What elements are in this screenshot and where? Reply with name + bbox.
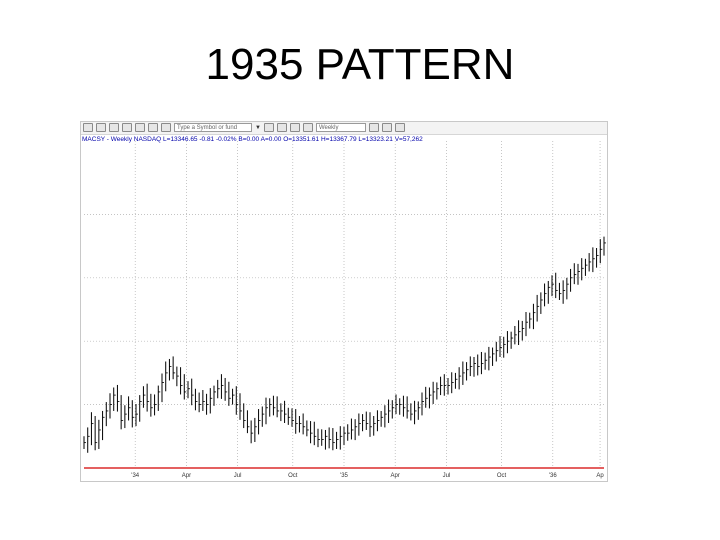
x-tick-label: '34 bbox=[131, 473, 139, 479]
x-tick-label: '35 bbox=[340, 473, 348, 479]
chart-border bbox=[80, 121, 608, 482]
period-select[interactable]: Weekly bbox=[315, 123, 366, 132]
x-tick-label: Apr bbox=[182, 473, 191, 479]
x-tick-label: Jul bbox=[443, 473, 451, 479]
refresh-icon[interactable] bbox=[302, 123, 313, 132]
open-icon[interactable] bbox=[83, 123, 93, 132]
x-tick-label: Oct bbox=[288, 473, 298, 479]
paste-icon[interactable] bbox=[135, 123, 145, 132]
settings-icon[interactable] bbox=[368, 123, 379, 132]
x-tick-label: Apr bbox=[391, 473, 400, 479]
print-icon[interactable] bbox=[109, 123, 119, 132]
price-chart[interactable]: '34 Apr Jul Oct '35 Apr Jul Oct '36 Ap bbox=[80, 121, 608, 482]
draw-icon[interactable] bbox=[289, 123, 300, 132]
cursor-icon[interactable] bbox=[263, 123, 274, 132]
zoom-out-icon[interactable] bbox=[161, 123, 171, 132]
save-icon[interactable] bbox=[96, 123, 106, 132]
x-tick-label: Oct bbox=[497, 473, 507, 479]
zoom-in-icon[interactable] bbox=[148, 123, 158, 132]
chart-toolbar: Type a Symbol or fund ▼ Weekly bbox=[80, 121, 608, 135]
x-tick-label: Ap bbox=[596, 473, 604, 479]
x-tick-label: '36 bbox=[549, 473, 557, 479]
indicator-icon[interactable] bbox=[381, 123, 392, 132]
crosshair-icon[interactable] bbox=[276, 123, 287, 132]
chart-frame: Type a Symbol or fund ▼ Weekly MACSY - W… bbox=[80, 121, 608, 482]
dropdown-arrow-icon[interactable]: ▼ bbox=[255, 124, 261, 131]
slide-title: 1935 PATTERN bbox=[205, 40, 515, 89]
color-icon[interactable] bbox=[394, 123, 405, 132]
copy-icon[interactable] bbox=[122, 123, 132, 132]
quote-info-line: MACSY - Weekly NASDAQ L=13346.65 -0.81 -… bbox=[82, 136, 423, 143]
x-tick-label: Jul bbox=[234, 473, 242, 479]
symbol-input[interactable]: Type a Symbol or fund bbox=[174, 123, 252, 132]
